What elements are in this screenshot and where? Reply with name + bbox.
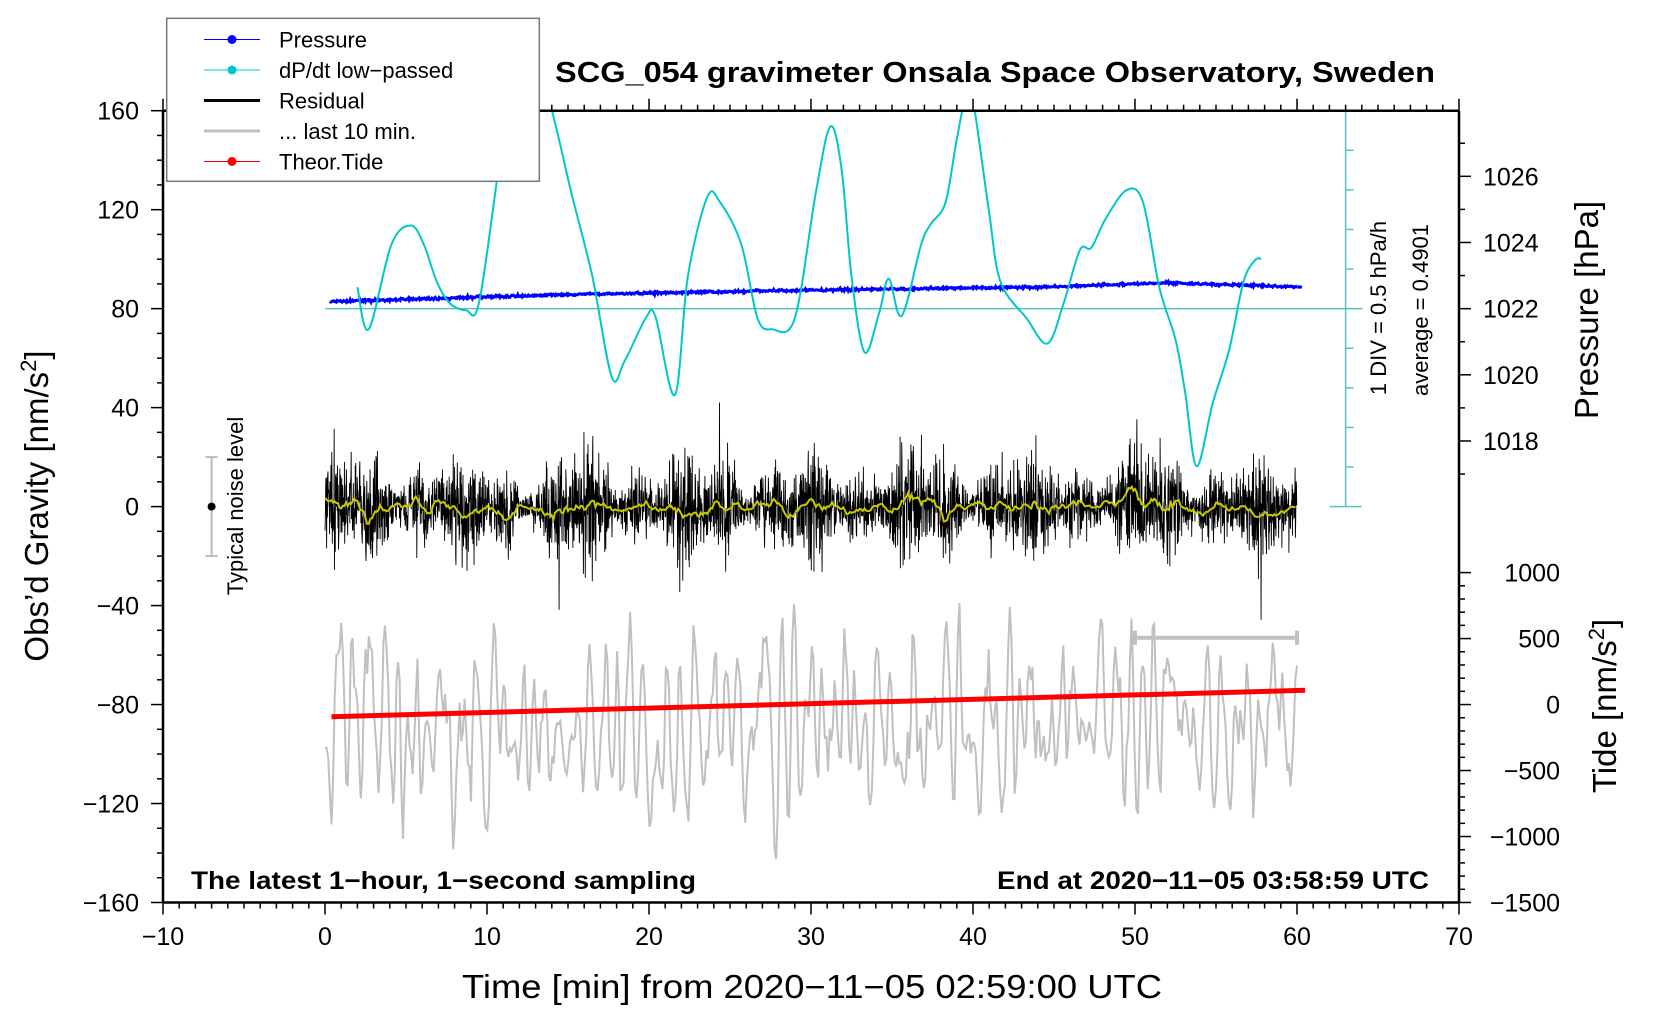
plot-area xyxy=(205,110,1363,860)
x-tick-label: −10 xyxy=(142,923,184,951)
y-tick-label: −120 xyxy=(83,791,139,819)
pressure-tick-label: 1018 xyxy=(1483,428,1539,456)
dpdt-average-label: average = 0.4901 xyxy=(1408,224,1433,396)
legend-marker-0 xyxy=(227,35,237,44)
noise-level-label: Typical noise level xyxy=(223,417,248,596)
tide-axis-title-end: ] xyxy=(1586,619,1623,628)
annotation-right: End at 2020−11−05 03:58:59 UTC xyxy=(997,867,1429,895)
legend-marker-1 xyxy=(227,65,237,75)
legend: Pressure dP/dt low−passed Residual ... last… xyxy=(165,17,541,183)
x-tick-label: 60 xyxy=(1283,923,1311,951)
y-axis-title-left-end: ] xyxy=(18,350,55,359)
legend-label: dP/dt low−passed xyxy=(279,58,453,83)
x-tick-label: 50 xyxy=(1121,923,1149,951)
x-tick-label: 40 xyxy=(959,923,987,951)
tide-tick-label: 0 xyxy=(1546,692,1560,720)
legend-label: Residual xyxy=(279,89,365,114)
noise-level-point xyxy=(207,502,216,511)
tide-tick-label: 500 xyxy=(1518,626,1560,654)
tide-axis-title-main: Tide [nm/s xyxy=(1586,640,1623,793)
y-axis-title-left-main: Obs’d Gravity [nm/s xyxy=(18,372,55,662)
y-tick-label: −160 xyxy=(83,890,139,918)
x-tick-label: 30 xyxy=(797,923,825,951)
y-axis-title-left: Obs’d Gravity [nm/s2] xyxy=(16,350,55,661)
series-last-10-min xyxy=(324,603,1298,860)
axis-ticks: −10 0 10 20 30 40 50 60 7016012080400−40−80−120−… xyxy=(83,98,1560,951)
tide-tick-label: 1000 xyxy=(1504,560,1560,588)
series-theor-tide xyxy=(331,687,1306,720)
dpdt-div-label: 1 DIV = 0.5 hPa/h xyxy=(1366,221,1391,395)
legend-label: Theor.Tide xyxy=(279,150,383,175)
x-tick-label: 0 xyxy=(318,923,332,951)
x-axis-title: Time [min] from 2020−11−05 02:59:00 UTC xyxy=(462,968,1162,1005)
y-tick-label: 0 xyxy=(125,494,139,522)
annotation-left: The latest 1−hour, 1−second sampling xyxy=(191,867,696,895)
pressure-tick-label: 1020 xyxy=(1483,362,1539,390)
y-tick-label: 160 xyxy=(97,98,139,126)
y-tick-label: −80 xyxy=(97,692,139,720)
x-tick-label: 70 xyxy=(1445,923,1473,951)
pressure-tick-label: 1026 xyxy=(1483,163,1539,191)
y-tick-label: −40 xyxy=(97,593,139,621)
chart-title: SCG_054 gravimeter Onsala Space Observat… xyxy=(555,57,1435,89)
tide-axis-title: Tide [nm/s2] xyxy=(1584,619,1623,793)
y-tick-label: 120 xyxy=(97,197,139,225)
pressure-axis-title: Pressure [hPa] xyxy=(1568,201,1605,419)
legend-label: ... last 10 min. xyxy=(279,119,416,144)
x-tick-label: 20 xyxy=(635,923,663,951)
series-residual-smoothed xyxy=(324,484,1296,525)
legend-label: Pressure xyxy=(279,28,367,53)
y-tick-label: 40 xyxy=(111,395,139,423)
y-tick-label: 80 xyxy=(111,296,139,324)
pressure-tick-label: 1022 xyxy=(1483,296,1539,324)
series-pressure xyxy=(328,278,1303,306)
x-tick-label: 10 xyxy=(473,923,501,951)
tide-tick-label: −1500 xyxy=(1490,890,1560,918)
pressure-tick-label: 1024 xyxy=(1483,229,1539,257)
tide-axis-title-sup: 2 xyxy=(1584,628,1609,640)
y-axis-title-left-sup: 2 xyxy=(16,360,41,372)
tide-tick-label: −500 xyxy=(1504,758,1560,786)
series-residual xyxy=(324,402,1298,620)
series-dpdt-low-passed xyxy=(356,110,1262,468)
tide-tick-label: −1000 xyxy=(1490,824,1560,852)
legend-marker-4 xyxy=(227,157,237,166)
